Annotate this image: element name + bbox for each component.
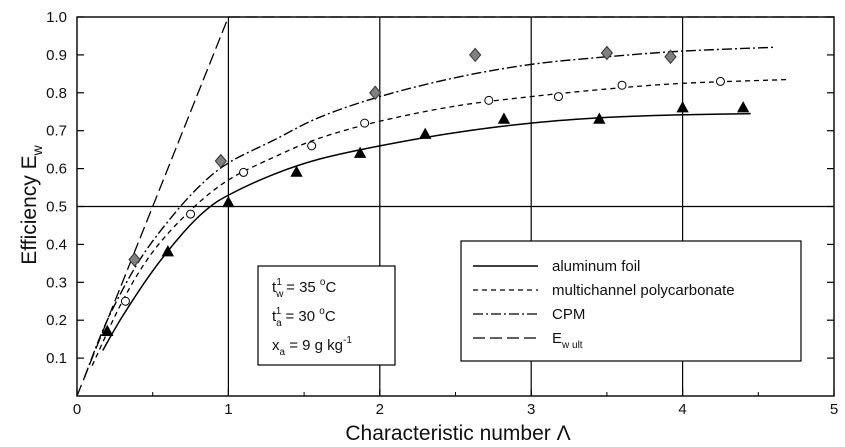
series-line-0: [102, 112, 751, 351]
x-axis-title: Characteristic number Λ: [345, 422, 570, 445]
y-axis-title-sub: w: [29, 144, 45, 156]
x-tick-label: 4: [678, 401, 686, 418]
condition-tw: tw1 = 35 oC: [272, 277, 336, 300]
marker-triangle: [676, 101, 689, 113]
conditions-box: tw1 = 35 oC ta1 = 30 oC xa = 9 g kg-1: [257, 265, 396, 366]
marker-triangle: [593, 112, 606, 124]
y-tick-label: 0.4: [46, 236, 67, 253]
y-tick-label: 0.5: [46, 199, 67, 216]
x-tick-label: 0: [73, 401, 81, 418]
marker-circle: [360, 118, 370, 128]
marker-diamond: [664, 49, 677, 65]
svg-text:Efficiency Ew: Efficiency Ew: [18, 144, 45, 264]
y-tick-label: 0.2: [46, 312, 67, 329]
grid-lines: [77, 17, 834, 396]
axis-ticks: 0 1 2 3 4 5 0.1 0.2 0.3 0.4 0.5 0.6 0.7 0.8 0.9 1.0: [46, 9, 838, 418]
y-tick-label: 0.1: [46, 350, 67, 367]
x-tick-label: 5: [830, 401, 838, 418]
y-tick-label: 0.8: [46, 85, 67, 102]
marker-circle: [617, 80, 627, 90]
y-tick-label: 1.0: [46, 9, 67, 26]
y-axis-title: Efficiency Ew: [18, 144, 45, 264]
marker-circle: [484, 95, 494, 105]
x-tick-label: 3: [527, 401, 535, 418]
marker-diamond: [369, 85, 382, 101]
y-tick-label: 0.7: [46, 123, 67, 140]
condition-xa: xa = 9 g kg-1: [272, 335, 352, 358]
legend-label-cpm: CPM: [552, 306, 585, 323]
series-line-2: [83, 46, 774, 378]
legend: aluminum foil multichannel polycarbonate…: [460, 240, 802, 362]
marker-circle: [120, 296, 130, 306]
y-tick-label: 0.3: [46, 274, 67, 291]
marker-diamond: [214, 153, 227, 169]
marker-triangle: [419, 127, 432, 139]
x-tick-label: 2: [376, 401, 384, 418]
y-tick-label: 0.9: [46, 47, 67, 64]
y-tick-label: 0.6: [46, 161, 67, 178]
marker-triangle: [497, 112, 511, 124]
plot-frame: [76, 16, 835, 397]
marker-triangle: [101, 324, 114, 336]
marker-triangle: [222, 195, 235, 208]
legend-label-polycarbonate: multichannel polycarbonate: [552, 282, 735, 299]
marker-circle: [186, 209, 196, 219]
marker-circle: [307, 141, 317, 151]
marker-diamond: [469, 47, 482, 63]
series-markers: [101, 45, 750, 336]
marker-triangle: [736, 101, 750, 113]
marker-diamond: [600, 45, 614, 61]
marker-diamond: [128, 252, 141, 267]
x-tick-label: 1: [224, 401, 232, 418]
marker-circle: [553, 92, 563, 102]
marker-triangle: [353, 146, 367, 158]
legend-label-aluminum: aluminum foil: [552, 258, 640, 275]
marker-circle: [715, 76, 725, 86]
conditions-frame: [257, 265, 396, 366]
legend-label-ewult: Ew ult: [552, 330, 583, 351]
marker-triangle: [161, 245, 175, 257]
y-axis-title-main: Efficiency E: [18, 155, 41, 264]
marker-circle: [239, 167, 249, 177]
condition-ta: ta1 = 30 oC: [272, 306, 336, 329]
marker-triangle: [290, 165, 303, 177]
legend-frame: [460, 240, 802, 362]
